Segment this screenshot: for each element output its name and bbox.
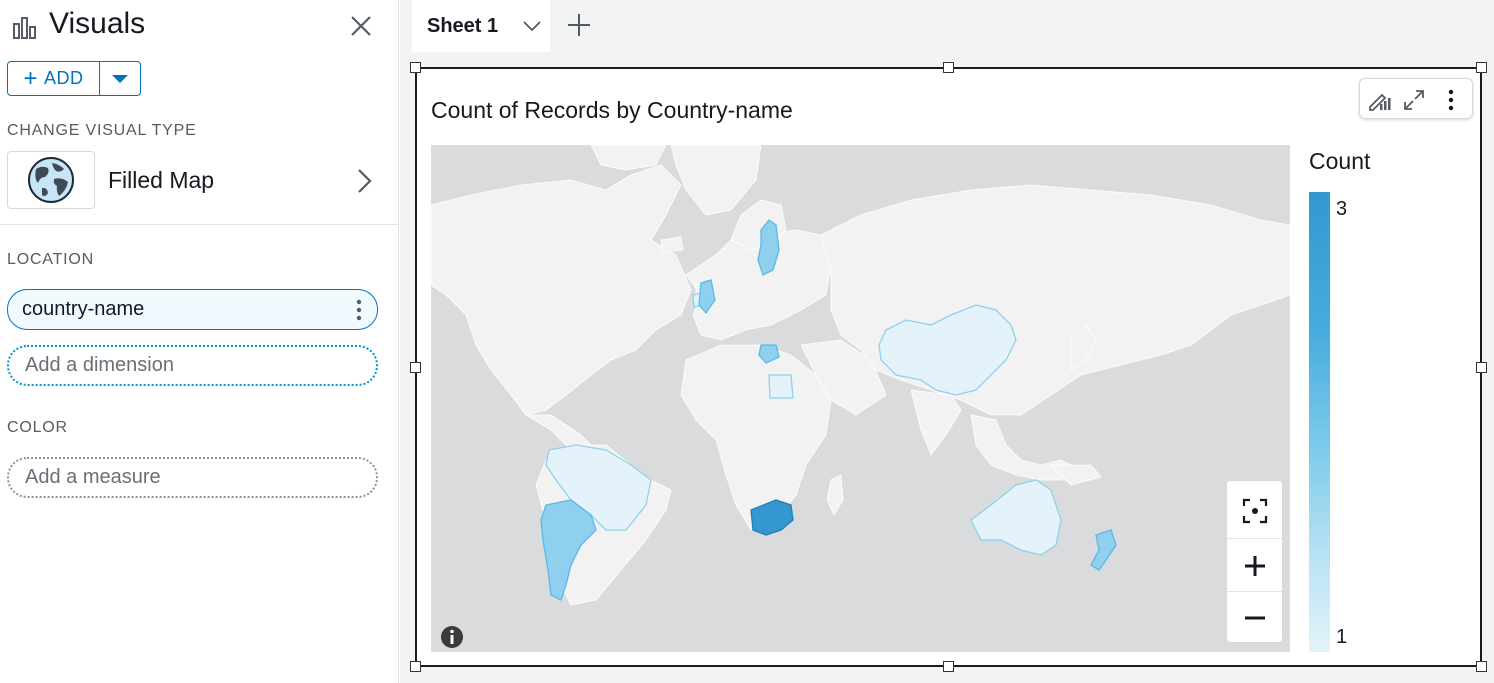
country-argentina <box>540 499 597 601</box>
add-dimension-placeholder: Add a dimension <box>25 354 174 376</box>
zoom-in-button[interactable] <box>1227 539 1282 592</box>
chevron-down-icon[interactable] <box>522 16 542 36</box>
map-controls <box>1226 480 1283 643</box>
visual-type-label: Filled Map <box>108 167 215 193</box>
close-icon[interactable] <box>348 13 374 39</box>
control-separator <box>1227 591 1282 592</box>
resize-handle[interactable] <box>943 661 954 672</box>
format-visual-icon[interactable] <box>1366 87 1392 113</box>
country-greece <box>758 344 780 364</box>
focus-button[interactable] <box>1227 484 1282 537</box>
add-measure-dropzone[interactable]: Add a measure <box>7 457 378 498</box>
legend-title: Count <box>1309 148 1371 174</box>
country-china <box>878 304 1017 396</box>
add-visual-group: + ADD <box>7 61 141 96</box>
chevron-right-icon[interactable] <box>352 167 376 195</box>
legend-max-value: 3 <box>1336 198 1348 220</box>
color-label: COLOR <box>7 419 68 436</box>
land-japan <box>1070 324 1097 371</box>
add-visual-label: ADD <box>44 68 84 88</box>
resize-handle[interactable] <box>410 62 421 73</box>
country-egypt <box>768 374 794 399</box>
visuals-panel: Visuals + ADD CHANGE VISUAL TYPE Filled … <box>0 0 399 683</box>
resize-handle[interactable] <box>410 362 421 373</box>
zoom-out-button[interactable] <box>1227 591 1282 644</box>
resize-handle[interactable] <box>1476 362 1487 373</box>
more-options-icon[interactable] <box>1438 87 1464 113</box>
land-india <box>910 389 962 456</box>
add-sheet-icon[interactable] <box>566 12 592 38</box>
resize-handle[interactable] <box>1476 661 1487 672</box>
info-icon[interactable] <box>440 625 464 649</box>
legend-color-scale <box>1309 192 1330 652</box>
focus-icon <box>1242 498 1267 523</box>
zoom-out-icon <box>1244 616 1265 619</box>
filled-map[interactable] <box>431 145 1290 652</box>
add-visual-button[interactable]: + ADD <box>8 62 100 95</box>
country-uk <box>698 279 716 315</box>
sheet-tab-label: Sheet 1 <box>427 14 499 37</box>
add-measure-placeholder: Add a measure <box>25 466 161 488</box>
land-asia <box>820 184 1290 416</box>
resize-handle[interactable] <box>943 62 954 73</box>
country-australia <box>970 479 1062 556</box>
resize-handle[interactable] <box>1476 62 1487 73</box>
section-divider <box>0 224 399 225</box>
land-africa <box>680 344 832 531</box>
sheet-tab-bar: Sheet 1 <box>400 0 1494 52</box>
land-madagascar <box>826 474 844 516</box>
land-iceland <box>660 236 684 253</box>
visual-title: Count of Records by Country-name <box>431 97 793 123</box>
zoom-in-icon <box>1244 555 1265 576</box>
panel-header: Visuals <box>0 0 399 52</box>
land-greenland <box>670 145 762 216</box>
country-new-zealand <box>1090 529 1117 571</box>
plus-icon: + <box>23 64 38 92</box>
expand-icon[interactable] <box>1401 87 1427 113</box>
change-visual-type-label: CHANGE VISUAL TYPE <box>7 122 197 139</box>
add-visual-dropdown-button[interactable] <box>100 62 140 95</box>
land-middle-east <box>800 339 887 416</box>
caret-down-icon <box>112 74 128 83</box>
land-north-america <box>431 164 692 416</box>
add-dimension-dropzone[interactable]: Add a dimension <box>7 345 378 386</box>
location-label: LOCATION <box>7 251 95 268</box>
visual-toolbar <box>1359 78 1473 119</box>
visual-type-selector[interactable] <box>7 151 95 209</box>
tab-sheet-1[interactable]: Sheet 1 <box>412 0 550 52</box>
legend-min-value: 1 <box>1336 626 1348 648</box>
country-brazil <box>545 444 652 531</box>
control-separator <box>1227 538 1282 539</box>
field-menu-icon[interactable] <box>355 298 363 322</box>
panel-title: Visuals <box>49 7 146 40</box>
world-map <box>431 145 1290 606</box>
location-field-label: country-name <box>22 298 145 320</box>
bar-chart-icon <box>13 17 36 39</box>
location-field-well[interactable]: country-name <box>7 289 378 330</box>
country-south-africa <box>750 499 794 536</box>
country-finland <box>757 219 780 276</box>
land-papua <box>1050 464 1102 486</box>
resize-handle[interactable] <box>410 661 421 672</box>
globe-icon <box>28 157 74 203</box>
